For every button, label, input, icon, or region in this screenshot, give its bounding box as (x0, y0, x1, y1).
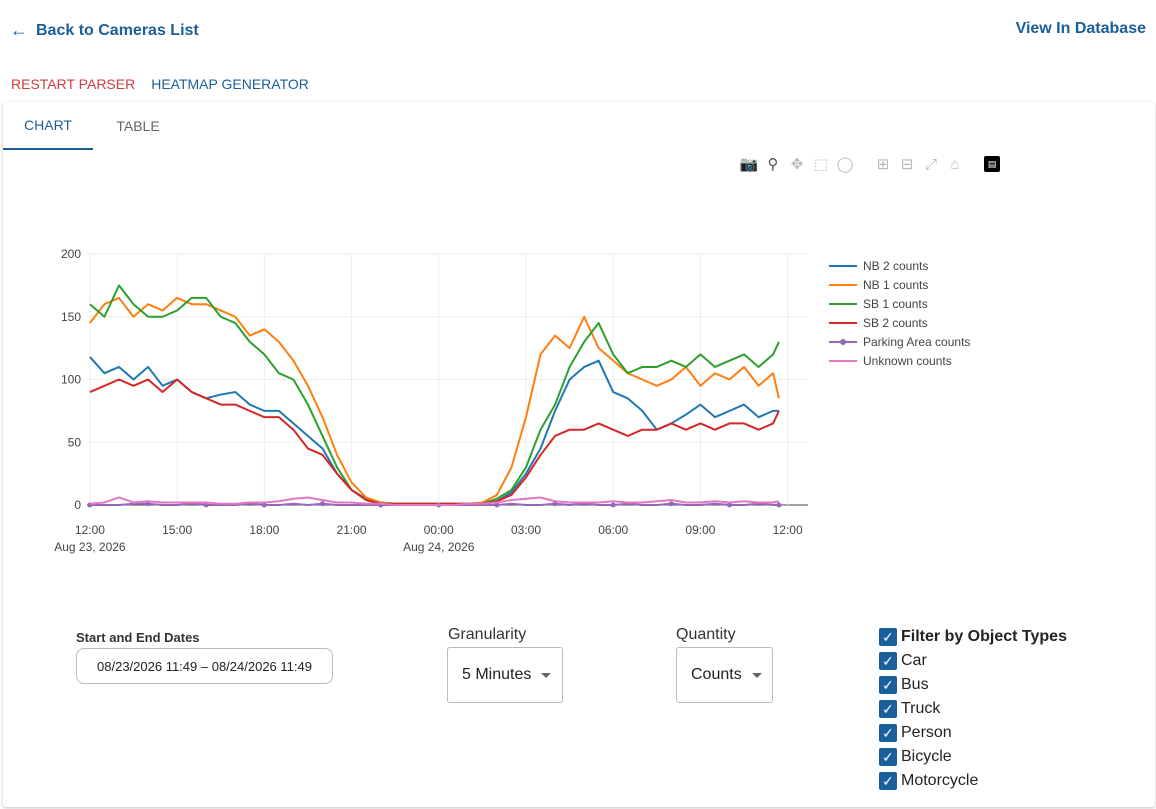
quantity-label: Quantity (676, 626, 736, 643)
granularity-label: Granularity (448, 626, 527, 643)
camera-icon[interactable]: 📷 (739, 156, 759, 173)
zoom-out-icon[interactable]: ⊟ (900, 156, 914, 173)
checkbox-checked-icon: ✓ (879, 772, 897, 790)
checkbox-label: Bicycle (901, 748, 952, 765)
pan-icon[interactable]: ✥ (790, 156, 804, 173)
x-tick-label: 18:00 (249, 523, 279, 537)
box-select-icon[interactable]: ⬚ (813, 156, 829, 173)
checkbox-checked-icon: ✓ (879, 676, 897, 694)
x-tick-label: 00:00 (424, 523, 454, 537)
series-point (776, 502, 782, 508)
x-tick-label: 12:00 (75, 523, 105, 537)
checkbox-label: Person (901, 724, 952, 741)
plot-modebar: 📷 ⚲ ✥ ⬚ ◯ ⊞ ⊟ ⤢ ⌂ ▤ (740, 154, 1000, 174)
legend-marker (840, 339, 846, 345)
date-range-input[interactable]: 08/23/2026 11:49 – 08/24/2026 11:49 (76, 648, 333, 684)
checkbox-bicycle[interactable]: ✓ Bicycle (879, 745, 1067, 769)
action-links: RESTART PARSER HEATMAP GENERATOR (11, 76, 309, 92)
series-line-sb-2-counts (89, 378, 780, 505)
y-tick-label: 150 (61, 310, 81, 324)
legend-label: Parking Area counts (863, 335, 970, 349)
y-tick-label: 200 (61, 247, 81, 261)
filter-header-label: Filter by Object Types (901, 628, 1067, 645)
x-tick-label: 15:00 (162, 523, 192, 537)
series-point (668, 501, 674, 507)
checkbox-checked-icon: ✓ (879, 724, 897, 742)
reset-axes-icon[interactable]: ⌂ (950, 155, 960, 173)
checkbox-checked-icon: ✓ (879, 652, 897, 670)
zoom-in-icon[interactable]: ⊞ (876, 156, 890, 173)
checkbox-bus[interactable]: ✓ Bus (879, 673, 1067, 697)
tab-table[interactable]: TABLE (116, 118, 160, 134)
y-tick-label: 100 (61, 373, 81, 387)
tabs: CHART TABLE (3, 102, 183, 150)
caret-down-icon (541, 672, 552, 678)
checkbox-checked-icon: ✓ (879, 748, 897, 766)
heatmap-generator-button[interactable]: HEATMAP GENERATOR (151, 76, 309, 92)
lasso-icon[interactable]: ◯ (836, 156, 854, 173)
zoom-icon[interactable]: ⚲ (767, 156, 779, 173)
x-tick-label: 12:00 (773, 523, 803, 537)
x-tick-date-label: Aug 23, 2026 (54, 540, 126, 554)
series-point (145, 501, 151, 507)
checkbox-label: Motorcycle (901, 772, 979, 789)
series-point (552, 501, 558, 507)
series-point (610, 502, 616, 508)
x-tick-label: 09:00 (685, 523, 715, 537)
back-to-cameras-link[interactable]: ← Back to Cameras List (10, 20, 199, 41)
legend-label: NB 2 counts (863, 259, 928, 273)
arrow-left-icon: ← (10, 20, 28, 40)
checkbox-truck[interactable]: ✓ Truck (879, 697, 1067, 721)
granularity-value: 5 Minutes (462, 666, 532, 683)
back-to-cameras-label: Back to Cameras List (36, 21, 199, 39)
series-line-nb-2-counts (89, 356, 779, 505)
quantity-select[interactable]: Counts (676, 647, 773, 703)
series-line-sb-1-counts (89, 284, 780, 505)
legend-label: SB 2 counts (863, 316, 928, 330)
object-type-filters: ✓ Filter by Object Types ✓ Car ✓ Bus ✓ T… (879, 625, 1067, 793)
checkbox-motorcycle[interactable]: ✓ Motorcycle (879, 769, 1067, 793)
tab-chart[interactable]: CHART (3, 102, 93, 150)
plotly-logo-icon[interactable]: ▤ (984, 156, 1000, 172)
series-line-unknown-counts (89, 496, 780, 506)
x-tick-date-label: Aug 24, 2026 (403, 540, 475, 554)
y-tick-label: 0 (74, 498, 81, 512)
granularity-select[interactable]: 5 Minutes (447, 647, 563, 703)
checkbox-checked-icon: ✓ (879, 628, 897, 646)
legend-label: Unknown counts (863, 354, 952, 368)
counts-line-chart: 0 50 100 150 200 12:00 Aug 23, 2026 15:00 18:00 2… (54, 247, 970, 554)
series-point (261, 502, 267, 508)
quantity-value: Counts (691, 666, 742, 683)
restart-parser-button[interactable]: RESTART PARSER (11, 76, 136, 92)
filter-all-checkbox[interactable]: ✓ Filter by Object Types (879, 625, 1067, 649)
view-in-database-link[interactable]: View In Database (1015, 20, 1146, 37)
caret-down-icon (751, 672, 762, 678)
series-point (203, 502, 209, 508)
chart-card: CHART TABLE 📷 ⚲ ✥ ⬚ ◯ ⊞ ⊟ ⤢ ⌂ ▤ 0 50 100 15… (3, 102, 1155, 807)
x-tick-label: 06:00 (598, 523, 628, 537)
dates-label: Start and End Dates (76, 630, 200, 645)
autoscale-icon[interactable]: ⤢ (924, 155, 937, 173)
checkbox-person[interactable]: ✓ Person (879, 721, 1067, 745)
x-tick-label: 21:00 (337, 523, 367, 537)
series-line-nb-1-counts (89, 296, 780, 505)
checkbox-checked-icon: ✓ (879, 700, 897, 718)
y-tick-label: 50 (68, 435, 82, 449)
series-point (319, 501, 325, 507)
x-tick-label: 03:00 (511, 523, 541, 537)
series-point (494, 502, 500, 508)
checkbox-car[interactable]: ✓ Car (879, 649, 1067, 673)
series-point (727, 502, 733, 508)
checkbox-label: Truck (901, 700, 941, 717)
legend-label: SB 1 counts (863, 297, 928, 311)
checkbox-label: Bus (901, 676, 929, 693)
legend-label: NB 1 counts (863, 278, 928, 292)
checkbox-label: Car (901, 652, 927, 669)
